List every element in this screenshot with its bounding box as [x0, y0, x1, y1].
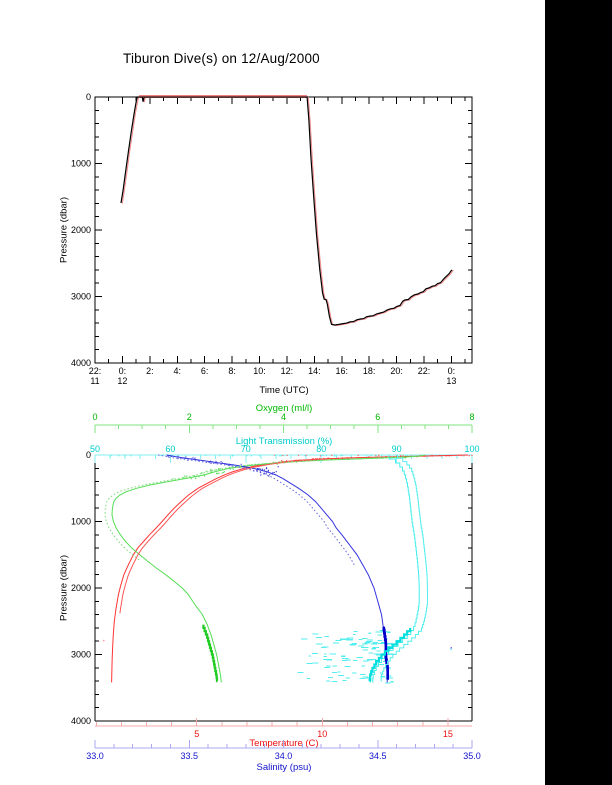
profile-curve [372, 455, 420, 683]
profile-curve [111, 454, 469, 683]
profile-curve [119, 458, 327, 614]
tick-label: 10 [317, 729, 327, 739]
tick-label: 20: [390, 366, 403, 376]
tick-label: 8 [469, 412, 474, 422]
profile-curve [380, 455, 428, 682]
oxygen-axis: 0 2 4 6 8 [92, 412, 475, 433]
tick-label: 70 [241, 444, 251, 454]
right-black-bar [545, 0, 612, 785]
tick-label: 60 [165, 444, 175, 454]
tick-label: 12 [117, 376, 127, 386]
tick-label: 3000 [71, 292, 91, 302]
tick-label: 5 [194, 729, 199, 739]
tick-label: 4000 [71, 716, 91, 726]
tick-label: 11 [90, 376, 99, 386]
tick-label: 80 [316, 444, 326, 454]
tick-label: 8: [228, 366, 236, 376]
tick-label: 0: [119, 366, 127, 376]
profile-curve [202, 624, 219, 683]
tick-label: 4000 [71, 358, 91, 368]
tick-label: 4 [281, 412, 286, 422]
tick-label: 15 [443, 729, 453, 739]
plot1-x-axis-label: Time (UTC) [259, 385, 309, 396]
tick-label: 90 [392, 444, 402, 454]
figure-title: Tiburon Dive(s) on 12/Aug/2000 [123, 51, 320, 66]
light-transmission-axis-label: Light Transmission (%) [235, 436, 333, 447]
tick-label: 100 [464, 444, 479, 454]
tick-label: 6 [375, 412, 380, 422]
plot1-frame [94, 96, 473, 364]
tick-label: 50 [90, 444, 100, 454]
salinity-axis-label: Salinity (psu) [256, 762, 312, 773]
data-curve [121, 97, 454, 327]
tick-label: 4: [173, 366, 181, 376]
tick-label: 3000 [71, 650, 91, 660]
tick-label: 2: [146, 366, 154, 376]
figure-svg: 22: 0: 2: 4: 6: 8: 10: 12: 14: 16: 18: 20: 22: 0: 11 12… [71, 92, 481, 761]
salinity-axis: 33.0 33.5 34.0 34.5 35.0 [86, 740, 481, 761]
tick-label: 22: [418, 366, 431, 376]
tick-label: 0: [448, 366, 456, 376]
tick-label: 35.0 [463, 751, 481, 761]
tick-label: 1000 [71, 159, 91, 169]
oxygen-axis-label: Oxygen (ml/l) [255, 403, 313, 414]
tick-label: 16: [336, 366, 349, 376]
tick-label: 2000 [71, 225, 91, 235]
tick-label: 34.0 [275, 751, 293, 761]
tick-label: 33.0 [86, 751, 104, 761]
tick-label: 0 [86, 450, 91, 460]
tick-label: 12: [281, 366, 294, 376]
tick-label: 2000 [71, 583, 91, 593]
tick-label: 1000 [71, 517, 91, 527]
oxygen-dots [172, 455, 411, 480]
profile-curve [158, 454, 356, 567]
tick-label: 10: [253, 366, 266, 376]
temperature-axis: 5 10 15 [95, 718, 472, 739]
light-axis: 50 60 70 80 90 100 [90, 444, 480, 463]
data-curve [120, 96, 453, 326]
tick-label: 33.5 [180, 751, 198, 761]
tick-label: 0 [86, 92, 91, 102]
profile-plot: 0 1000 2000 3000 4000 [71, 450, 473, 726]
stray-points [103, 639, 452, 651]
tick-label: 22: [89, 366, 102, 376]
tick-label: 18: [363, 366, 376, 376]
tick-label: 6: [201, 366, 209, 376]
profile-curve [104, 456, 404, 561]
tick-label: 14: [308, 366, 321, 376]
profile-curve [166, 454, 388, 683]
tick-label: 13 [446, 376, 456, 386]
time-pressure-plot: 22: 0: 2: 4: 6: 8: 10: 12: 14: 16: 18: 20: 22: 0: 11 12… [71, 92, 473, 386]
profile-curve [368, 627, 412, 683]
tick-label: 34.5 [369, 751, 387, 761]
tick-label: 2 [187, 412, 192, 422]
tick-label: 0 [92, 412, 97, 422]
profile-curve [111, 454, 426, 683]
